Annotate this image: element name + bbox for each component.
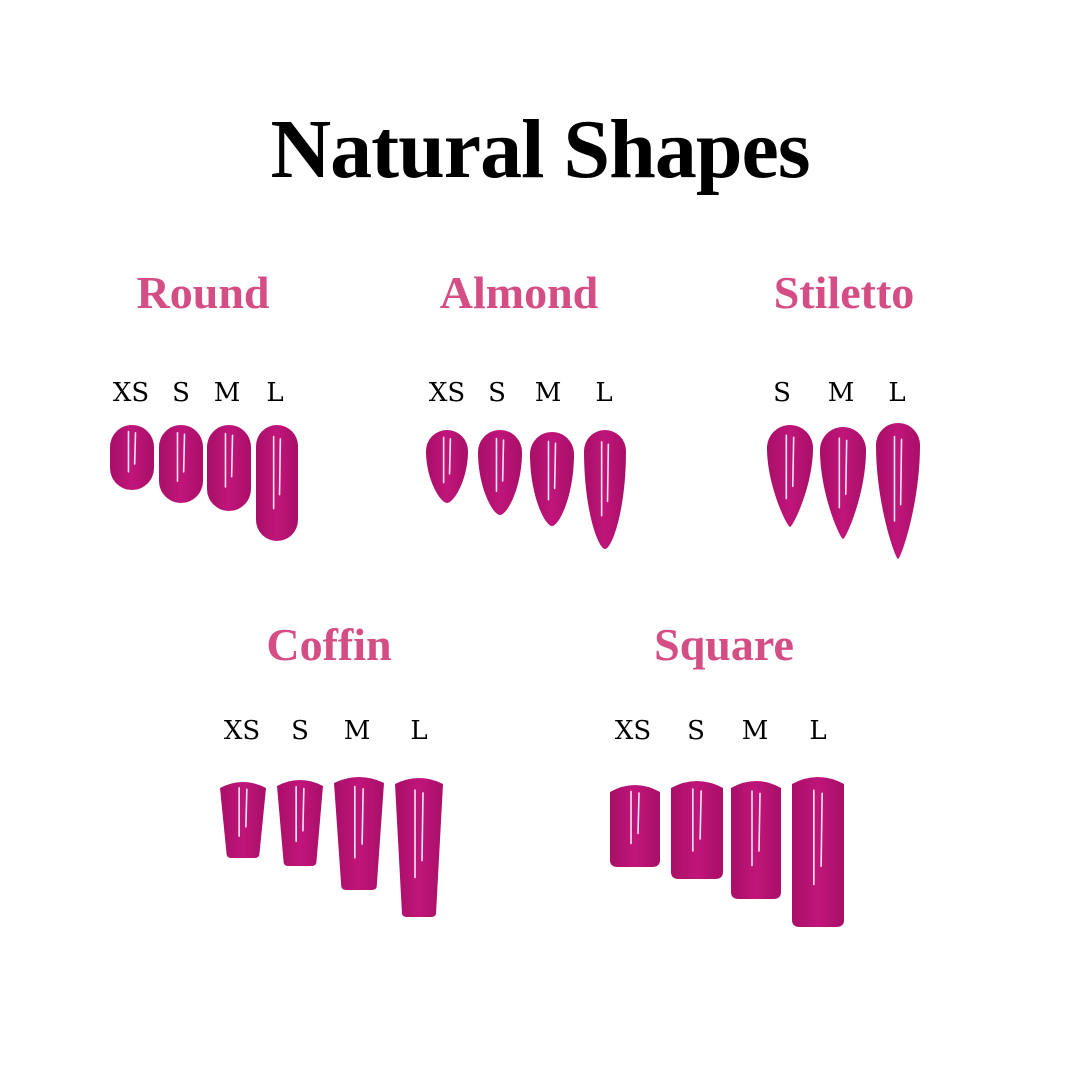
size-label: S [488,378,506,408]
nail-highlight [414,789,424,879]
nail-coffin-l [395,778,443,917]
nail-square-l [792,777,844,927]
shape-heading-coffin: Coffin [266,619,392,670]
size-label: L [410,716,428,746]
nail-round-xs [110,425,154,490]
nail-round-l [256,425,298,541]
size-label: S [773,378,791,408]
nail-body [530,432,574,526]
nail-round-s [159,425,203,503]
nail-stiletto-m [820,427,866,539]
size-label: XS [223,716,261,746]
nail-highlight [785,434,795,500]
size-label: L [266,378,284,408]
shape-heading-almond: Almond [439,267,599,318]
nail-body [426,430,468,503]
nail-highlight [692,788,702,852]
size-label: L [809,716,827,746]
nail-coffin-s [277,780,323,866]
nail-body [820,427,866,539]
nail-highlight [127,430,137,473]
shape-heading-square: Square [654,619,794,670]
nail-body [207,425,251,511]
nail-body [478,430,522,515]
nail-stiletto-s [767,425,813,527]
shape-heading-round: Round [136,267,270,318]
nail-body [395,778,443,917]
page-title: Natural Shapes [270,103,810,196]
nail-square-s [671,781,723,879]
shape-heading-stiletto: Stiletto [773,267,915,318]
nail-body [876,423,920,559]
nail-highlight [272,435,282,510]
nail-highlight [238,787,248,837]
size-label: XS [614,716,652,746]
nail-highlight [176,432,186,482]
size-label: L [595,378,613,408]
nail-highlight [751,790,761,867]
nail-highlight [838,437,848,509]
nail-body [671,781,723,879]
nail-almond-xs [426,430,468,503]
nail-almond-s [478,430,522,515]
nail-highlight [893,435,903,522]
nail-almond-l [584,430,626,549]
size-label: M [534,378,562,408]
nail-body [277,780,323,866]
nail-highlight [442,436,452,484]
nail-coffin-xs [220,782,266,858]
size-label: XS [112,378,150,408]
nail-highlight [600,441,610,517]
nail-almond-m [530,432,574,526]
nail-body [610,785,660,867]
size-label: M [213,378,241,408]
size-label: M [343,716,371,746]
nail-body [334,777,384,890]
nail-highlight [813,789,823,886]
nail-highlight [547,440,557,501]
nail-body [220,782,266,858]
nail-highlight [354,785,364,859]
nail-highlight [630,790,640,845]
nail-square-xs [610,785,660,867]
nail-body [256,425,298,541]
nail-square-m [731,781,781,899]
size-label: S [687,716,705,746]
nail-highlight [224,432,234,488]
size-label: L [888,378,906,408]
size-label: M [827,378,855,408]
nail-highlight [495,437,505,492]
size-label: S [172,378,190,408]
nail-body [584,430,626,549]
nail-coffin-m [334,777,384,890]
nail-body [792,777,844,927]
nail-highlight [295,786,305,843]
size-label: M [741,716,769,746]
size-label: XS [428,378,466,408]
nail-body [731,781,781,899]
nail-round-m [207,425,251,511]
nail-body [159,425,203,503]
nail-body [767,425,813,527]
nail-stiletto-l [876,423,920,559]
size-label: S [291,716,309,746]
nail-body [110,425,154,490]
